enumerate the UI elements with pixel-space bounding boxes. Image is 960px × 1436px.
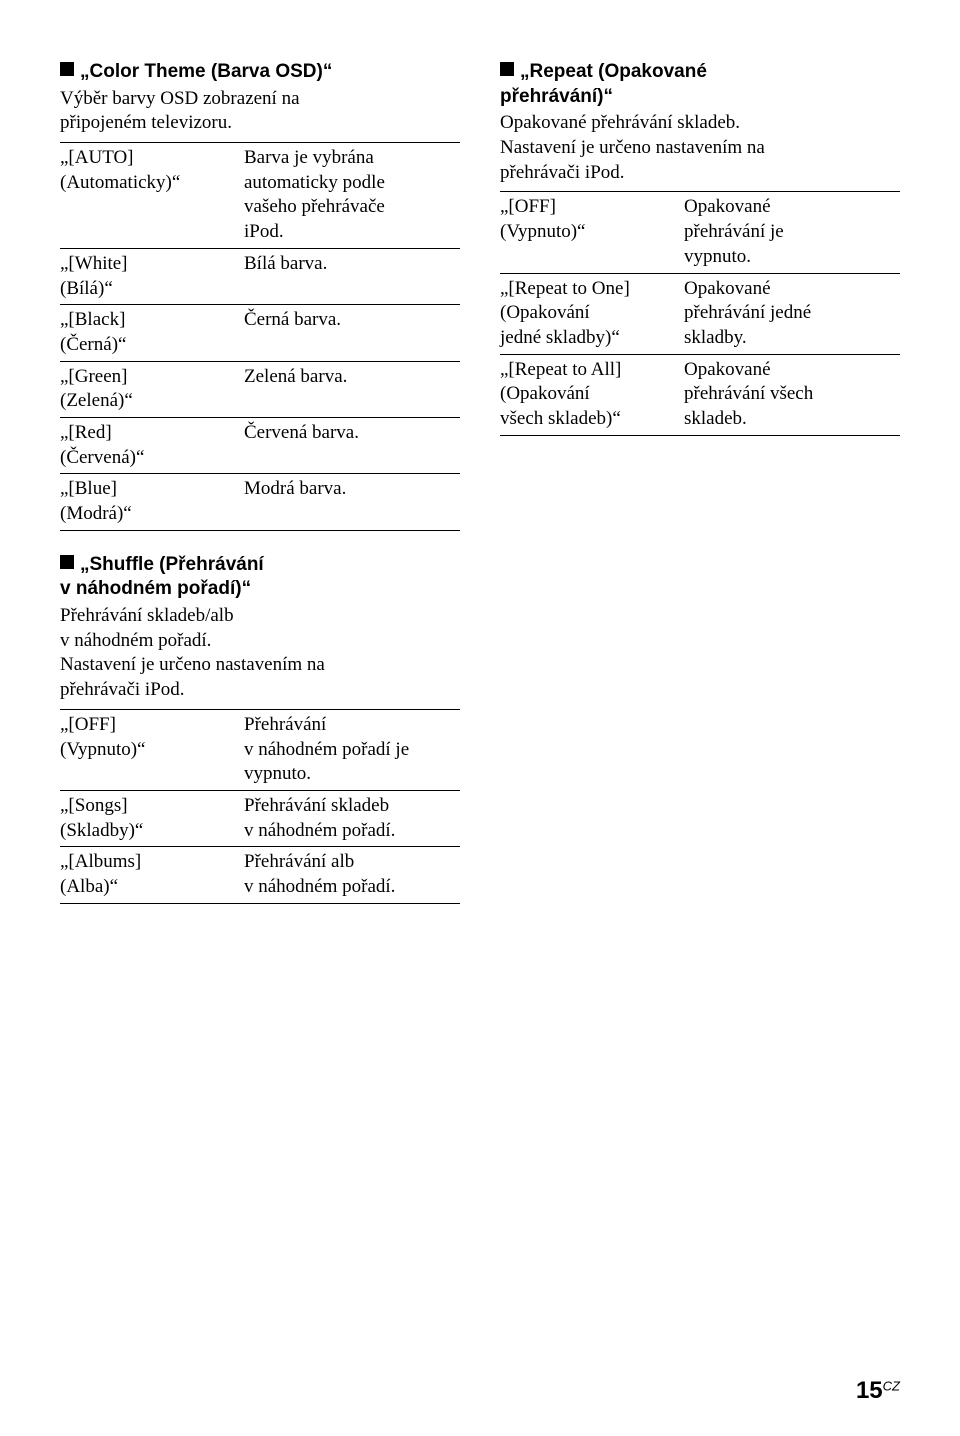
section-title-shuffle: „Shuffle (Přehrávání v náhodném pořadí)“ — [60, 553, 460, 602]
bullet-square-icon — [60, 555, 74, 569]
title-text: „Color Theme (Barva OSD)“ — [80, 61, 332, 82]
section-desc: Výběr barvy OSD zobrazení na připojeném … — [60, 87, 460, 136]
section-title-color-theme: „Color Theme (Barva OSD)“ — [60, 60, 460, 85]
right-column: „Repeat (Opakované přehrávání)“ Opakovan… — [500, 60, 900, 926]
table-row: „[Albums](Alba)“ Přehrávání albv náhodné… — [60, 847, 460, 903]
table-row: „[Repeat to All](Opakovánívšech skladeb)… — [500, 354, 900, 435]
color-theme-table: „[AUTO](Automaticky)“ Barva je vybránaau… — [60, 142, 460, 531]
table-row: „[Blue](Modrá)“ Modrá barva. — [60, 474, 460, 530]
bullet-square-icon — [500, 62, 514, 76]
table-row: „[AUTO](Automaticky)“ Barva je vybránaau… — [60, 143, 460, 249]
table-row: „[OFF](Vypnuto)“ Přehrávánív náhodném po… — [60, 709, 460, 790]
page-number: 15CZ — [856, 1375, 900, 1406]
repeat-table: „[OFF](Vypnuto)“ Opakovanépřehrávání jev… — [500, 191, 900, 435]
table-row: „[Repeat to One](Opakováníjedné skladby)… — [500, 273, 900, 354]
section-title-repeat: „Repeat (Opakované přehrávání)“ — [500, 60, 900, 109]
table-row: „[Red](Červená)“ Červená barva. — [60, 417, 460, 473]
shuffle-table: „[OFF](Vypnuto)“ Přehrávánív náhodném po… — [60, 709, 460, 904]
bullet-square-icon — [60, 62, 74, 76]
page-number-value: 15 — [856, 1377, 883, 1404]
section-desc: Opakované přehrávání skladeb. Nastavení … — [500, 111, 900, 185]
table-row: „[White](Bílá)“ Bílá barva. — [60, 248, 460, 304]
table-row: „[Black](Černá)“ Černá barva. — [60, 305, 460, 361]
table-row: „[OFF](Vypnuto)“ Opakovanépřehrávání jev… — [500, 192, 900, 273]
table-row: „[Songs](Skladby)“ Přehrávání skladebv n… — [60, 790, 460, 846]
section-desc: Přehrávání skladeb/alb v náhodném pořadí… — [60, 604, 460, 703]
two-column-layout: „Color Theme (Barva OSD)“ Výběr barvy OS… — [60, 60, 900, 926]
page-number-suffix: CZ — [883, 1378, 900, 1393]
table-row: „[Green](Zelená)“ Zelená barva. — [60, 361, 460, 417]
left-column: „Color Theme (Barva OSD)“ Výběr barvy OS… — [60, 60, 460, 926]
